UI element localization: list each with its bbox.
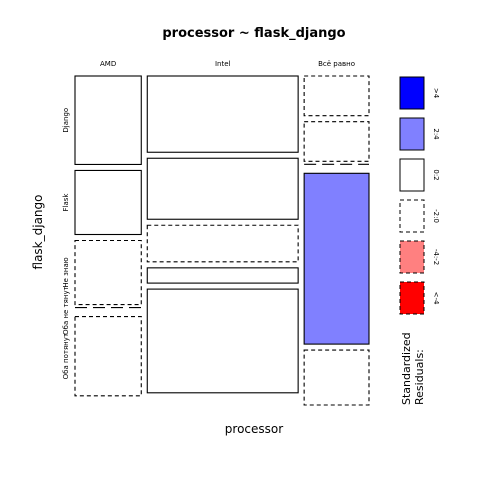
residuals-legend: >4 2:4 0:2 -2:0 -4:-2 <-4 Standardized Residual…: [399, 76, 440, 405]
tile-всё-равно-flask: [303, 121, 370, 162]
y-tick-django: Django: [62, 108, 70, 133]
legend-label-3: -2:0: [432, 209, 440, 223]
legend-swatch-4: [399, 240, 425, 274]
legend-label-2: 0:2: [432, 169, 440, 180]
tile-amd-django: [74, 75, 142, 165]
tile-всё-равно-оба-не-тянут: [303, 172, 370, 345]
tile-intel-не-знаю: [146, 224, 299, 263]
legend-swatch-1: [399, 117, 425, 151]
y-tick-не-знаю: Не знаю: [62, 257, 70, 287]
chart-title: processor ~ flask_django: [162, 26, 345, 41]
mosaic-tiles: [74, 75, 370, 406]
x-axis-label: processor: [225, 422, 283, 436]
y-tick-flask: Flask: [62, 193, 70, 212]
tile-intel-оба-потянут: [146, 288, 299, 394]
tile-всё-равно-django: [303, 75, 370, 117]
legend-label-0: >4: [432, 88, 440, 99]
tile-всё-равно-оба-потянут: [303, 349, 370, 406]
tile-intel-flask: [146, 157, 299, 220]
legend-swatch-3: [399, 199, 425, 233]
legend-swatch-5: [399, 281, 425, 315]
x-tick-intel: Intel: [215, 60, 231, 68]
y-axis-label: flask_django: [31, 195, 45, 270]
legend-swatch-2: [399, 158, 425, 192]
tile-amd-оба-потянут: [74, 315, 142, 397]
x-tick-всё-равно: Всё равно: [318, 60, 355, 68]
y-tick-оба-потянут: Оба потянут: [62, 333, 70, 379]
legend-title-line-0: Standardized: [400, 332, 413, 405]
tile-intel-django: [146, 75, 299, 153]
legend-title-line-1: Residuals:: [413, 349, 426, 405]
legend-label-5: <-4: [432, 292, 440, 305]
tile-intel-оба-не-тянут: [146, 267, 299, 284]
x-category-labels: AMD Intel Всё равно: [100, 60, 355, 68]
legend-swatch-0: [399, 76, 425, 110]
tile-amd-flask: [74, 169, 142, 236]
x-tick-amd: AMD: [100, 60, 116, 68]
y-tick-оба-не-тянут: Оба не тянут: [62, 286, 70, 335]
legend-label-4: -4:-2: [432, 249, 440, 265]
legend-label-1: 2:4: [432, 128, 440, 140]
tile-amd-не-знаю: [74, 239, 142, 306]
